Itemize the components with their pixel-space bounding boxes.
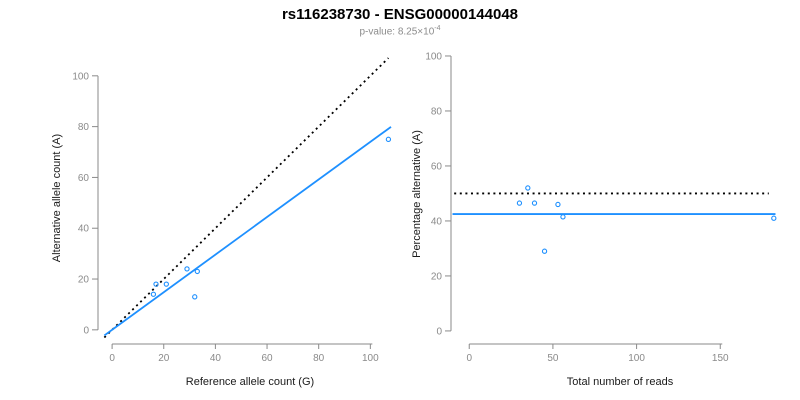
data-point <box>525 185 531 191</box>
data-point <box>153 281 159 287</box>
figure-title: rs116238730 - ENSG00000144048 <box>281 6 519 23</box>
y-tick-label: 100 <box>425 51 442 62</box>
y-tick-label: 40 <box>78 224 90 235</box>
x-tick-label: 0 <box>466 353 472 364</box>
right-x-axis-label: Total number of reads <box>566 376 674 388</box>
y-tick-label: 20 <box>431 271 443 282</box>
data-point <box>516 200 523 206</box>
x-tick-label: 150 <box>712 353 729 364</box>
y-tick-label: 60 <box>431 161 443 172</box>
data-point <box>560 214 566 220</box>
y-tick-label: 40 <box>431 216 443 227</box>
y-tick-label: 0 <box>83 325 89 336</box>
y-tick-label: 0 <box>436 326 442 337</box>
data-point <box>541 248 548 254</box>
x-tick-label: 100 <box>628 353 645 364</box>
y-tick-label: 80 <box>431 106 443 117</box>
p-value-text: p-value: 8.25×10 <box>359 26 435 38</box>
y-tick-label: 20 <box>78 275 90 286</box>
data-point <box>555 201 561 208</box>
identity-line <box>103 57 390 339</box>
x-tick-label: 50 <box>547 353 559 364</box>
data-point <box>163 281 169 287</box>
fit-line <box>103 126 392 337</box>
x-tick-label: 80 <box>313 353 325 364</box>
data-point <box>194 268 200 275</box>
data-point <box>150 291 157 297</box>
figure-subtitle: p-value: 8.25×10-4 <box>0 25 800 37</box>
y-tick-label: 100 <box>72 71 89 82</box>
x-tick-label: 60 <box>261 353 273 364</box>
data-point <box>771 215 777 221</box>
x-tick-label: 100 <box>362 353 379 364</box>
left-y-axis-label: Alternative allele count (A) <box>51 133 63 263</box>
data-point <box>184 266 190 272</box>
x-tick-label: 0 <box>109 353 115 364</box>
right-y-axis-label: Percentage alternative (A) <box>411 130 423 258</box>
x-tick-label: 40 <box>210 353 222 364</box>
data-point <box>192 294 198 300</box>
left-x-axis-label: Reference allele count (G) <box>185 376 315 388</box>
data-point <box>385 136 392 142</box>
y-tick-label: 80 <box>78 122 90 133</box>
y-tick-label: 60 <box>78 173 90 184</box>
x-tick-label: 20 <box>158 353 170 364</box>
data-point <box>531 200 538 206</box>
p-value-exponent: -4 <box>434 25 441 32</box>
